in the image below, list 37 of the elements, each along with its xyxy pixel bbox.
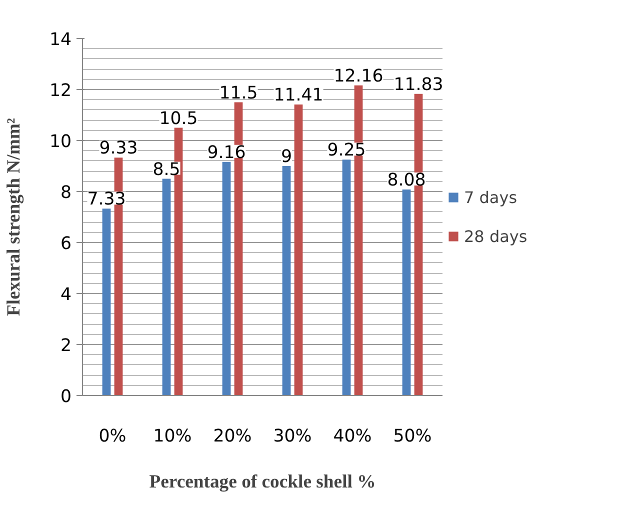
data-label: 9.16	[207, 142, 246, 163]
bar	[402, 189, 411, 396]
data-label: 7.33	[87, 190, 126, 210]
data-label: 11.41	[274, 86, 324, 106]
x-tick-label: 0%	[98, 426, 126, 446]
data-label: 12.16	[334, 66, 384, 86]
bar	[342, 160, 351, 396]
bar	[222, 162, 231, 396]
data-label: 9	[280, 147, 292, 167]
x-axis-title: Percentage of cockle shell %	[149, 472, 376, 492]
x-tick-label: 50%	[393, 426, 432, 446]
y-axis-title: Flexural strength N/mm²	[3, 118, 24, 316]
x-tick-label: 30%	[273, 426, 312, 446]
y-tick-label: 0	[60, 387, 72, 407]
legend-label: 28 days	[464, 226, 528, 246]
bar	[102, 208, 111, 396]
y-tick-label: 12	[49, 81, 72, 101]
data-label: 8.5	[152, 160, 180, 180]
y-tick-label: 6	[60, 234, 72, 254]
x-tick-label: 40%	[333, 426, 372, 446]
legend-label: 7 days	[464, 188, 518, 206]
y-tick-label: 4	[60, 285, 72, 305]
bar	[162, 178, 171, 396]
y-tick-label: 10	[49, 132, 72, 152]
y-tick-label: 14	[49, 30, 72, 50]
bar	[282, 166, 291, 396]
data-label: 8.08	[387, 170, 426, 190]
data-label: 11.83	[394, 74, 444, 95]
x-tick-label: 10%	[153, 426, 192, 446]
bar	[294, 104, 303, 396]
data-label: 11.5	[219, 83, 258, 104]
y-tick-label: 2	[60, 336, 72, 356]
data-label: 9.25	[327, 140, 366, 161]
data-label: 9.33	[99, 138, 138, 159]
y-tick-label: 8	[60, 183, 72, 203]
data-label: 10.5	[159, 108, 198, 129]
x-tick-label: 20%	[213, 426, 252, 446]
